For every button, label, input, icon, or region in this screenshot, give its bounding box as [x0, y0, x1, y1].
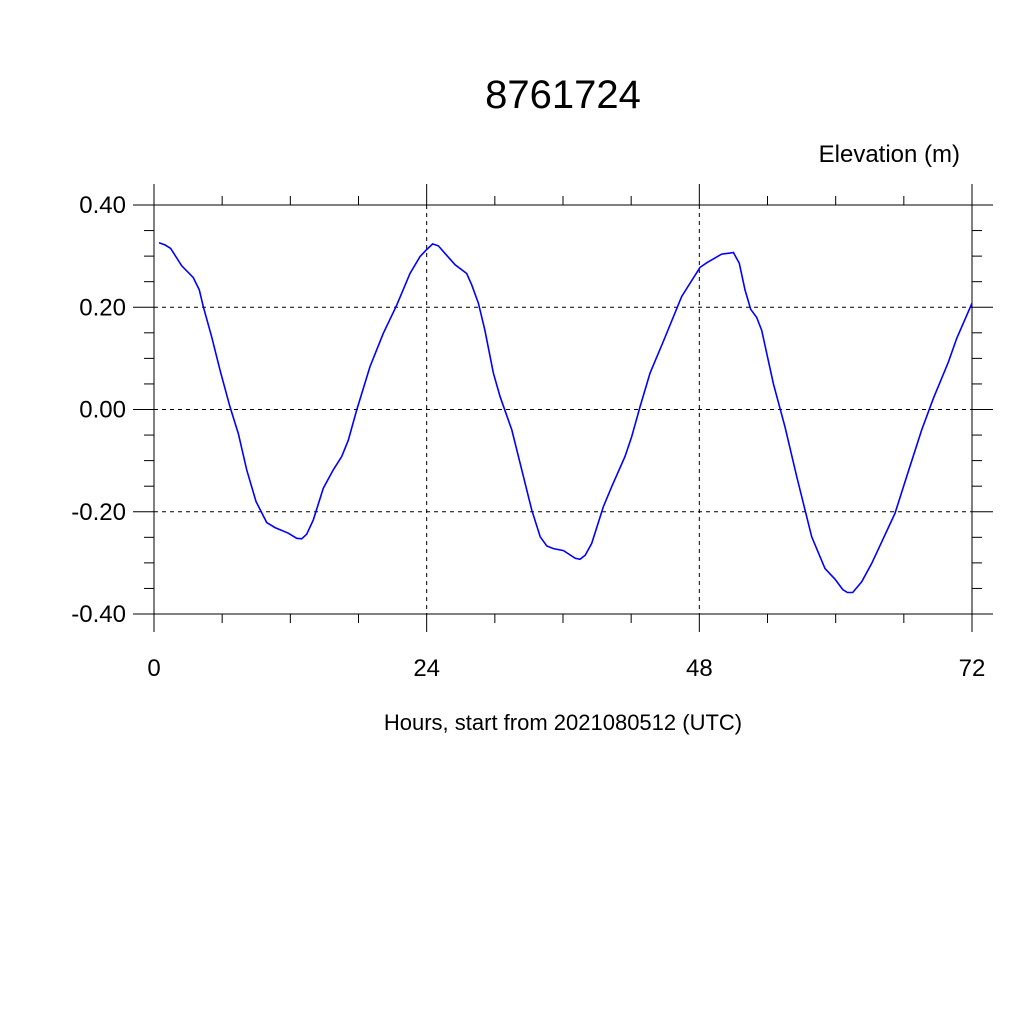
y-tick-label: -0.40	[71, 601, 126, 628]
elevation-series-line	[158, 242, 973, 594]
y-axis-label: Elevation (m)	[819, 141, 960, 168]
grid-lines	[153, 204, 973, 615]
x-tick-label: 48	[686, 655, 713, 682]
y-tick-label: -0.20	[71, 499, 126, 526]
y-tick-label: 0.40	[79, 192, 126, 219]
x-tick-label: 0	[147, 655, 160, 682]
axis-ticks	[133, 184, 993, 632]
chart-title: 8761724	[485, 73, 641, 117]
x-tick-label: 24	[413, 655, 440, 682]
x-axis-label: Hours, start from 2021080512 (UTC)	[384, 710, 742, 735]
tick-labels: 0.40 0.20 0.00 -0.20 -0.40 0 24 48 72	[71, 192, 985, 682]
x-tick-label: 72	[959, 655, 986, 682]
y-tick-label: 0.20	[79, 294, 126, 321]
y-tick-label: 0.00	[79, 397, 126, 424]
